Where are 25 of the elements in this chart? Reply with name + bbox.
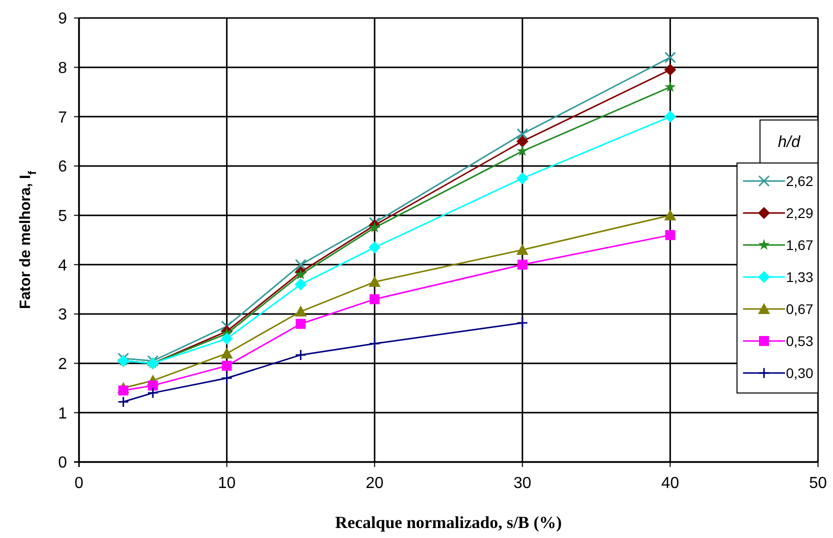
x-tick-label: 20 <box>366 475 384 492</box>
legend-label: 0,53 <box>786 332 814 349</box>
legend-label: 0,30 <box>786 364 814 381</box>
y-tick-label: 9 <box>58 10 68 28</box>
x-tick-label: 50 <box>809 475 827 492</box>
x-tick-label: 30 <box>514 475 532 492</box>
legend-label: 0,67 <box>786 300 814 317</box>
x-tick-label: 10 <box>218 475 236 492</box>
x-tick-label: 0 <box>74 475 84 492</box>
legend-label: 1,33 <box>786 268 814 285</box>
x-axis-title: Recalque normalizado, s/B (%) <box>335 513 562 532</box>
legend-label: 1,67 <box>786 236 814 253</box>
x-tick-label: 40 <box>661 475 680 492</box>
y-tick-label: 7 <box>58 109 68 126</box>
y-tick-label: 4 <box>58 257 68 274</box>
legend-title: h/d <box>778 134 802 151</box>
y-tick-label: 2 <box>58 356 68 373</box>
y-tick-label: 0 <box>58 454 68 472</box>
y-tick-label: 8 <box>58 60 68 77</box>
y-tick-label: 6 <box>58 158 68 176</box>
y-tick-label: 3 <box>58 306 68 324</box>
legend-label: 2,29 <box>786 204 814 221</box>
y-tick-label: 1 <box>58 405 68 422</box>
legend-label: 2,62 <box>786 172 814 189</box>
y-tick-label: 5 <box>58 208 68 225</box>
